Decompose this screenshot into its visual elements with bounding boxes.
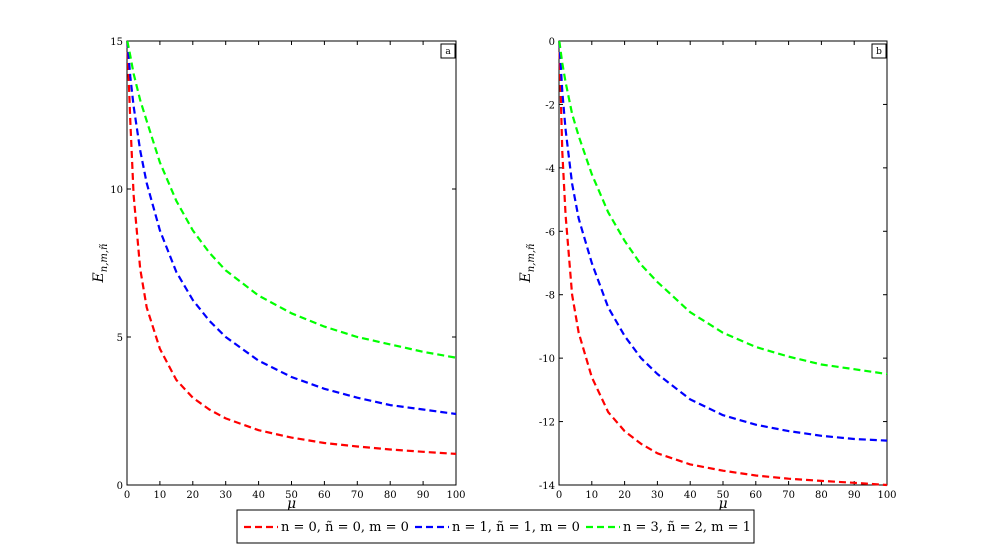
x-tick-label: 70 [351,490,364,501]
series-line-0 [126,40,457,455]
x-tick-label: 80 [815,490,828,501]
x-tick-label: 70 [782,490,795,501]
y-tick-label: 0 [117,481,123,492]
x-tick-label: 40 [684,490,697,501]
y-tick-label: -2 [545,100,555,111]
legend-entry-0: n = 0, ñ = 0, m = 0 [281,520,409,535]
x-tick-label: 0 [124,490,130,501]
x-tick-label: 20 [186,490,199,501]
y-tick-label: 10 [110,185,123,196]
legend-box [236,509,755,544]
series-line-2 [558,40,888,376]
y-tick-label: -10 [539,354,555,365]
series-line-1 [558,40,888,442]
plot-frame [126,40,457,486]
panel-tag-box [871,43,887,59]
x-tick-label: 90 [848,490,861,501]
panel-a: 0 10 20 30 40 50 60 70 80 90 100 0 5 10 15 μ En,m,ñ a [91,37,466,512]
y-tick-label: 15 [110,37,123,48]
x-tick-label: 0 [556,490,562,501]
x-tick-label: 20 [618,490,631,501]
series-line-1 [126,40,457,416]
y-tick-label: -12 [539,418,555,429]
x-tick-label: 80 [384,490,397,501]
y-tick-label: -14 [539,481,555,492]
x-tick-label: 40 [252,490,265,501]
x-tick-label: 10 [585,490,598,501]
x-tick-label: 50 [285,490,298,501]
y-tick-label: -8 [545,291,555,302]
panel-tag-label: a [445,47,451,57]
y-axis-label: En,m,ñ [518,244,537,284]
x-tick-label: 30 [651,490,664,501]
legend-entry-1: n = 1, ñ = 1, m = 0 [452,520,580,535]
series-line-0 [558,40,888,487]
y-tick-label: 0 [549,37,555,48]
y-axis-label: En,m,ñ [91,244,110,284]
x-axis-label: μ [718,496,727,512]
series-line-2 [126,40,457,359]
x-tick-label: 50 [717,490,730,501]
y-tick-label: 5 [117,333,123,344]
legend: n = 0, ñ = 0, m = 0 n = 1, ñ = 1, m = 0 n … [236,509,755,544]
x-tick-label: 100 [877,490,896,501]
x-tick-label: 60 [749,490,762,501]
x-axis-label: μ [287,496,296,512]
x-tick-label: 100 [446,490,465,501]
x-tick-label: 60 [318,490,331,501]
panel-b: 0 10 20 30 40 50 60 70 80 90 100 0 -2 -4 -6 -8 -10 -12 -14… [518,37,897,512]
panel-tag-box [440,43,456,59]
plot-frame [558,40,888,486]
panel-tag-label: b [876,47,882,57]
y-tick-label: -4 [545,164,555,175]
y-tick-label: -6 [545,227,555,238]
x-tick-label: 10 [154,490,167,501]
x-tick-label: 90 [417,490,430,501]
x-tick-label: 30 [219,490,232,501]
legend-entry-2: n = 3, ñ = 2, m = 1 [623,520,751,535]
